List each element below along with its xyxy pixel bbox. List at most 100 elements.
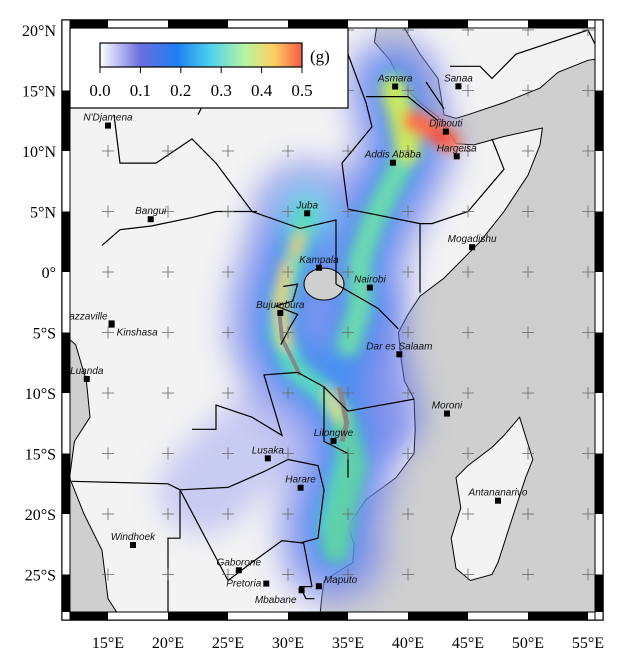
border-line xyxy=(113,114,337,285)
graticule-cross xyxy=(162,266,174,278)
lat-label: 25°S xyxy=(25,568,56,585)
colorbar xyxy=(99,42,303,68)
madagascar-landmass xyxy=(450,416,534,582)
city-label: Sanaa xyxy=(444,73,473,84)
city-label: Pretoria xyxy=(226,579,261,590)
graticule-cross xyxy=(342,387,354,399)
graticule-cross xyxy=(162,508,174,520)
graticule-cross xyxy=(402,568,414,581)
border-line xyxy=(179,489,313,587)
city-marker-icon xyxy=(108,321,115,328)
city-lilongwe: Lilongwe xyxy=(314,428,354,444)
city-harare: Harare xyxy=(285,475,316,491)
graticule-cross xyxy=(582,266,594,278)
graticule-cross xyxy=(462,508,474,520)
city-bujumbura: Bujumbura xyxy=(256,300,305,316)
city-marker-icon xyxy=(315,583,322,590)
city-juba: Juba xyxy=(295,200,318,217)
graticule-cross xyxy=(402,266,414,278)
graticule-cross xyxy=(522,266,534,278)
graticule-cross xyxy=(462,145,474,157)
graticule-cross xyxy=(102,387,114,399)
graticule-cross xyxy=(582,145,594,157)
graticule-cross xyxy=(522,145,534,157)
city-label: Asmara xyxy=(377,74,413,85)
lon-label: 15°E xyxy=(92,635,124,652)
graticule-cross xyxy=(522,326,534,339)
city-marker-icon xyxy=(105,122,111,129)
lon-label: 50°E xyxy=(512,635,544,652)
city-antananarivo: Antananarivo xyxy=(468,488,528,504)
city-marker-icon xyxy=(129,541,136,548)
graticule-cross xyxy=(162,326,174,339)
graticule-cross xyxy=(102,447,114,460)
graticule-cross xyxy=(462,568,474,581)
lat-label: 5°N xyxy=(30,205,56,222)
city-label: Gaborone xyxy=(217,557,262,568)
city-marker-icon xyxy=(455,83,462,90)
graticule-cross xyxy=(222,568,234,581)
border-line xyxy=(179,458,289,491)
graticule-cross xyxy=(282,387,294,399)
city-marker-icon xyxy=(147,216,154,223)
city-marker-icon xyxy=(389,159,396,166)
city-pretoria: Pretoria xyxy=(226,579,270,590)
border-line xyxy=(192,371,415,437)
city-marker-icon xyxy=(444,410,450,417)
graticule-cross xyxy=(282,205,294,218)
graticule-cross xyxy=(402,326,414,339)
city-label: Lilongwe xyxy=(314,428,354,439)
city-label: Nairobi xyxy=(354,275,386,286)
city-label: Maputo xyxy=(324,575,358,586)
city-bangui: Bangui xyxy=(135,206,167,223)
city-label: Antananarivo xyxy=(468,488,528,499)
city-label: Kinshasa xyxy=(117,328,159,339)
city-label: Hargeisa xyxy=(437,143,477,154)
legend-tick-label: 0.5 xyxy=(291,81,312,100)
lat-label: 20°N xyxy=(22,23,56,40)
lat-label: 15°N xyxy=(22,84,56,101)
legend-tick-label: 0.4 xyxy=(251,81,273,100)
lat-label: 0° xyxy=(42,265,56,282)
city-asmara: Asmara xyxy=(377,74,413,90)
graticule-cross xyxy=(582,447,594,460)
city-mbabane: Mbabane xyxy=(255,587,305,606)
city-label: Kampala xyxy=(299,255,339,266)
lon-label: 35°E xyxy=(332,635,364,652)
graticule-cross xyxy=(222,508,234,520)
city-marker-icon xyxy=(469,244,476,251)
graticule-cross xyxy=(282,145,294,157)
graticule-cross xyxy=(402,205,414,218)
graticule-cross xyxy=(102,145,114,157)
graticule-cross xyxy=(402,145,414,157)
city-label: Harare xyxy=(285,475,316,486)
city-dar-es-salaam: Dar es Salaam xyxy=(366,341,432,358)
city-gaborone: Gaborone xyxy=(217,557,262,574)
graticule-cross xyxy=(462,84,474,97)
graticule-cross xyxy=(282,447,294,460)
graticule-cross xyxy=(342,447,354,460)
city-marker-icon xyxy=(277,309,284,316)
city-mogadishu: Mogadishu xyxy=(448,234,497,251)
graticule-cross xyxy=(222,447,234,460)
city-label: Lusaka xyxy=(252,445,285,456)
graticule-cross xyxy=(342,568,354,581)
city-sanaa: Sanaa xyxy=(444,73,473,90)
city-marker-icon xyxy=(396,351,403,358)
graticule-cross xyxy=(342,508,354,520)
city-label: Brazzaville xyxy=(59,311,108,322)
graticule-cross xyxy=(402,387,414,399)
lon-label: 20°E xyxy=(152,635,184,652)
city-marker-icon xyxy=(297,484,304,491)
lat-label: 10°S xyxy=(25,386,56,403)
graticule-cross xyxy=(222,205,234,218)
city-markers: N'Djamena Bangui Juba Asmara Sanaa Djibouti Ha… xyxy=(59,73,528,606)
city-marker-icon xyxy=(392,83,399,90)
city-windhoek: Windhoek xyxy=(111,532,156,548)
legend: (g) 0.0 0.1 0.2 0.3 0.4 0.5 xyxy=(69,27,349,109)
graticule-cross xyxy=(522,84,534,97)
graticule-cross xyxy=(282,266,294,278)
city-marker-icon xyxy=(495,497,501,504)
graticule-cross xyxy=(342,326,354,339)
legend-tick-label: 0.1 xyxy=(130,81,151,100)
